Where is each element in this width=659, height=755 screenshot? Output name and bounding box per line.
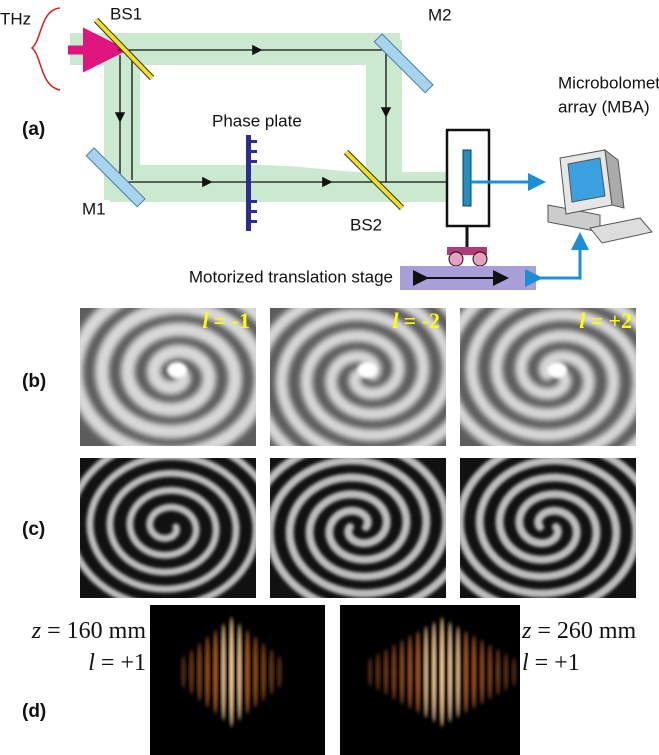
fringe [221,623,226,720]
fringe [463,631,468,714]
computer [548,150,652,243]
distance-label: z= 260 mm [521,618,637,644]
fringe [269,649,274,695]
fringe [277,656,282,689]
image-background [340,605,520,755]
panel-label: (b) [22,371,46,392]
fringe [503,653,508,691]
fringe [455,626,460,718]
control-arrow [537,238,580,278]
images [70,282,659,755]
stage-label: Motorized translation stage [189,267,393,286]
bright-spot [167,362,187,378]
charge-label: l= +1 [522,650,580,676]
image [257,282,474,468]
charge-label: l= +1 [88,650,146,676]
image [70,440,276,607]
bright-spot [547,362,567,378]
fringe [391,644,396,700]
detector-label: Microbolometer [558,73,659,92]
fringe [471,635,476,709]
fringe [229,617,234,727]
component-label: M1 [82,199,106,218]
fringe [197,643,202,702]
distance-label: z= 160 mm [31,618,147,644]
fringe [367,658,372,687]
fringe [205,636,210,707]
bright-spot [357,362,377,378]
fringe [399,640,404,705]
image [76,285,287,453]
figure: THz BS1 M2 M1 BS2 Phase plate Microbolom… [0,0,659,755]
fringe [181,656,186,689]
panel-label: (a) [22,119,45,140]
fringe [261,643,266,702]
fringe [431,622,436,723]
fringe [189,649,194,695]
component-label: BS2 [350,215,382,234]
detector-array [463,150,471,206]
source-label: THz [0,9,31,28]
phase-plate-label: Phase plate [212,111,302,130]
fringe [423,626,428,718]
thz-pulse [32,8,60,90]
fringe [439,617,444,727]
roller [449,252,463,266]
fringe [383,649,388,696]
fringe [407,635,412,709]
image [340,605,520,755]
fringe [415,631,420,714]
d-labels: z= 160 mm l= +1 z= 260 mm l= +1 [31,618,637,676]
roller [473,252,487,266]
fringe [511,658,516,687]
panel-label: (c) [22,519,45,540]
fringe [245,630,250,714]
panel-label: (d) [22,701,46,722]
component-label: M2 [428,5,452,24]
fringe [375,653,380,691]
fringe [213,630,218,714]
fringe [447,622,452,723]
fringe [253,636,258,707]
fringe [495,649,500,696]
fringe [237,623,242,720]
image [440,444,656,611]
fringe [479,640,484,705]
detector-label: array (MBA) [558,97,650,116]
fringe [487,644,492,700]
image [150,605,325,755]
component-label: BS1 [110,4,142,23]
image [250,444,466,611]
